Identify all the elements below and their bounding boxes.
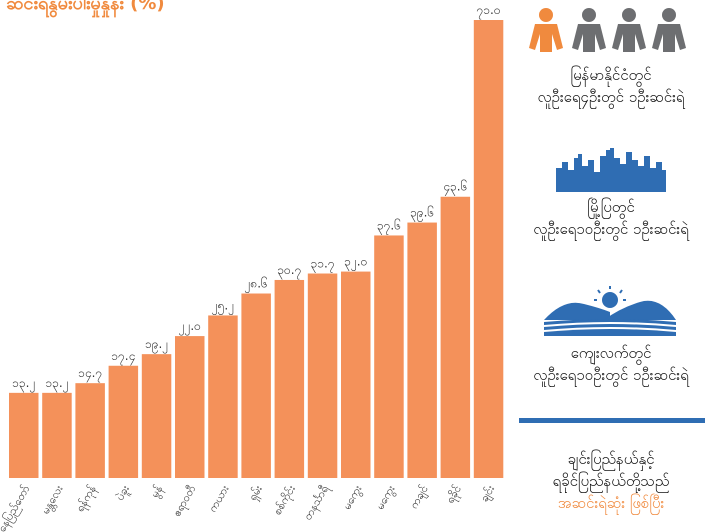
- field-band-1: [544, 319, 676, 325]
- bar-15: [473, 20, 504, 478]
- value-label-6: ၂၂.၀: [179, 319, 201, 336]
- category-label-11: မကွေး: [340, 483, 366, 513]
- national-line-2: လူဦးရေ၄ဦးတွင် ၁ဦးဆင်းရဲ: [537, 88, 685, 106]
- mountain-left: [544, 302, 610, 320]
- category-label-4: ပဲခူး: [113, 483, 134, 504]
- value-label-7: ၂၅.၂: [212, 298, 234, 315]
- category-label-14: ရခိုင်: [443, 483, 465, 507]
- bar-14: [440, 196, 471, 478]
- rural-line-2: လူဦးရေ၁၀ဦးတွင် ၁ဦးဆင်းရဲ: [533, 366, 689, 384]
- category-label-13: ကချင်: [407, 483, 432, 512]
- value-label-1: ၁၃.၂: [12, 376, 35, 393]
- section-divider: [519, 418, 705, 423]
- category-label-8: ရှမ်း: [246, 483, 267, 504]
- bar-9: [274, 279, 305, 478]
- person-orange-icon: [529, 8, 563, 52]
- rural-line-1: ကျေးလက်တွင်: [570, 344, 652, 362]
- bar-8: [241, 293, 271, 478]
- bar-10: [307, 273, 338, 478]
- person-gray-icon: [652, 8, 686, 52]
- urban-line-2: လူဦးရေ၁၀ဦးတွင် ၁ဦးဆင်းရဲ: [533, 220, 689, 238]
- mountain-right: [604, 300, 676, 320]
- value-label-2: ၁၃.၂: [45, 376, 68, 393]
- category-label-2: မန္တလေး: [39, 483, 68, 518]
- value-label-5: ၁၉.၂: [145, 337, 168, 354]
- field-band-2: [544, 324, 676, 330]
- field-band-3: [544, 329, 676, 336]
- person-gray-icon: [572, 8, 606, 52]
- conclusion-line-2: ရခိုင်ပြည်နယ်တို့သည်: [552, 472, 670, 490]
- person-gray-icon: [612, 8, 646, 52]
- conclusion-line-1: ချင်းပြည်နယ်နှင့်: [567, 450, 655, 468]
- bar-12: [374, 235, 404, 478]
- category-label-12: မကွေး: [373, 483, 399, 513]
- bar-3: [75, 383, 105, 478]
- value-label-3: ၁၄.၇: [78, 366, 102, 383]
- bar-11: [341, 271, 371, 478]
- national-line-1: မြန်မာနိုင်ငံတွင်: [570, 66, 652, 84]
- value-label-8: ၂၈.၆: [244, 276, 267, 294]
- value-label-13: ၃၉.၆: [410, 205, 434, 223]
- bar-4: [108, 365, 139, 478]
- rural-landscape-icon: [544, 286, 676, 336]
- category-label-6: ဧရာဝတီ: [170, 483, 200, 520]
- urban-line-1: မြို့ပြတွင်: [587, 198, 635, 216]
- category-label-15: ချင်း: [477, 483, 499, 505]
- people-icon-group: [529, 8, 686, 52]
- bar-6: [175, 336, 205, 478]
- bar-chart: ၁၃.၂နေပြည်တော် ၁၃.၂မန္တလေး ၁၄.၇ရန်ကုန် ၁၇.၄…: [0, 3, 504, 532]
- sun-icon: [594, 286, 626, 308]
- value-label-14: ၄၃.၆: [443, 179, 467, 197]
- value-label-15: ၇၁.၀: [477, 3, 501, 20]
- value-label-10: ၃၁.၇: [311, 257, 335, 274]
- bar-2: [42, 392, 72, 478]
- category-label-1: နေပြည်တော်: [0, 483, 34, 532]
- value-label-11: ၃၂.၀: [344, 255, 367, 272]
- bar-5: [141, 354, 172, 478]
- value-label-12: ၃၇.၆: [377, 217, 401, 235]
- category-label-5: မွန်: [148, 483, 167, 501]
- category-label-9: စစ်ကိုင်း: [271, 483, 300, 518]
- category-label-10: တနင်္သာရီ: [301, 482, 333, 523]
- urban-poverty-text: မြို့ပြတွင် လူဦးရေ၁၀ဦးတွင် ၁ဦးဆင်းရဲ: [512, 196, 710, 240]
- bar-7: [208, 315, 238, 478]
- chart-title: ဆင်းရဲနွမ်းပါးမှုနှုန်း (%): [6, 0, 165, 14]
- bar-13: [407, 222, 437, 478]
- conclusion-text: ချင်းပြည်နယ်နှင့် ရခိုင်ပြည်နယ်တို့သည် အ…: [512, 448, 710, 514]
- conclusion-line-3-highlight: အဆင်းရဲဆုံး ဖြစ်ပြီး: [557, 494, 665, 512]
- category-label-7: ကယား: [206, 483, 232, 515]
- value-label-9: ၃၀.၇: [277, 263, 301, 280]
- city-skyline-icon: [556, 148, 666, 192]
- rural-poverty-text: ကျေးလက်တွင် လူဦးရေ၁၀ဦးတွင် ၁ဦးဆင်းရဲ: [512, 342, 710, 386]
- national-poverty-text: မြန်မာနိုင်ငံတွင် လူဦးရေ၄ဦးတွင် ၁ဦးဆင်းရ…: [512, 64, 710, 108]
- bar-1: [9, 392, 39, 478]
- category-label-3: ရန်ကုန်: [73, 483, 100, 515]
- value-label-4: ၁၇.၄: [111, 349, 135, 366]
